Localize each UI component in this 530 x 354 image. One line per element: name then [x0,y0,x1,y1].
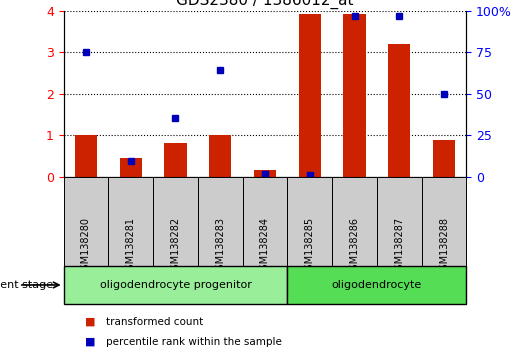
Bar [64,266,287,304]
Bar [343,14,366,177]
Bar [298,14,321,177]
Text: development stage: development stage [0,280,53,290]
Bar [75,135,97,177]
Text: GSM138287: GSM138287 [394,217,404,276]
Text: GSM138284: GSM138284 [260,217,270,276]
Bar [164,143,187,177]
Bar [254,170,276,177]
Text: oligodendrocyte: oligodendrocyte [332,280,422,290]
Bar [422,177,466,266]
Text: GSM138285: GSM138285 [305,217,315,276]
Text: GSM138280: GSM138280 [81,217,91,276]
Text: GSM138282: GSM138282 [171,217,181,276]
Bar [153,177,198,266]
Text: GSM138281: GSM138281 [126,217,136,276]
Text: ■: ■ [85,337,95,347]
Bar [377,177,422,266]
Text: ■: ■ [85,317,95,327]
Text: GSM138286: GSM138286 [349,217,359,276]
Bar [108,177,153,266]
Bar [209,135,232,177]
Text: transformed count: transformed count [106,317,203,327]
Bar [120,158,142,177]
Bar [388,44,410,177]
Text: percentile rank within the sample: percentile rank within the sample [106,337,282,347]
Bar [64,177,108,266]
Text: GSM138288: GSM138288 [439,217,449,276]
Bar [287,177,332,266]
Bar [287,266,466,304]
Bar [243,177,287,266]
Text: oligodendrocyte progenitor: oligodendrocyte progenitor [100,280,251,290]
Bar [198,177,243,266]
Bar [332,177,377,266]
Title: GDS2380 / 1386012_at: GDS2380 / 1386012_at [176,0,354,9]
Text: GSM138283: GSM138283 [215,217,225,276]
Bar [433,141,455,177]
